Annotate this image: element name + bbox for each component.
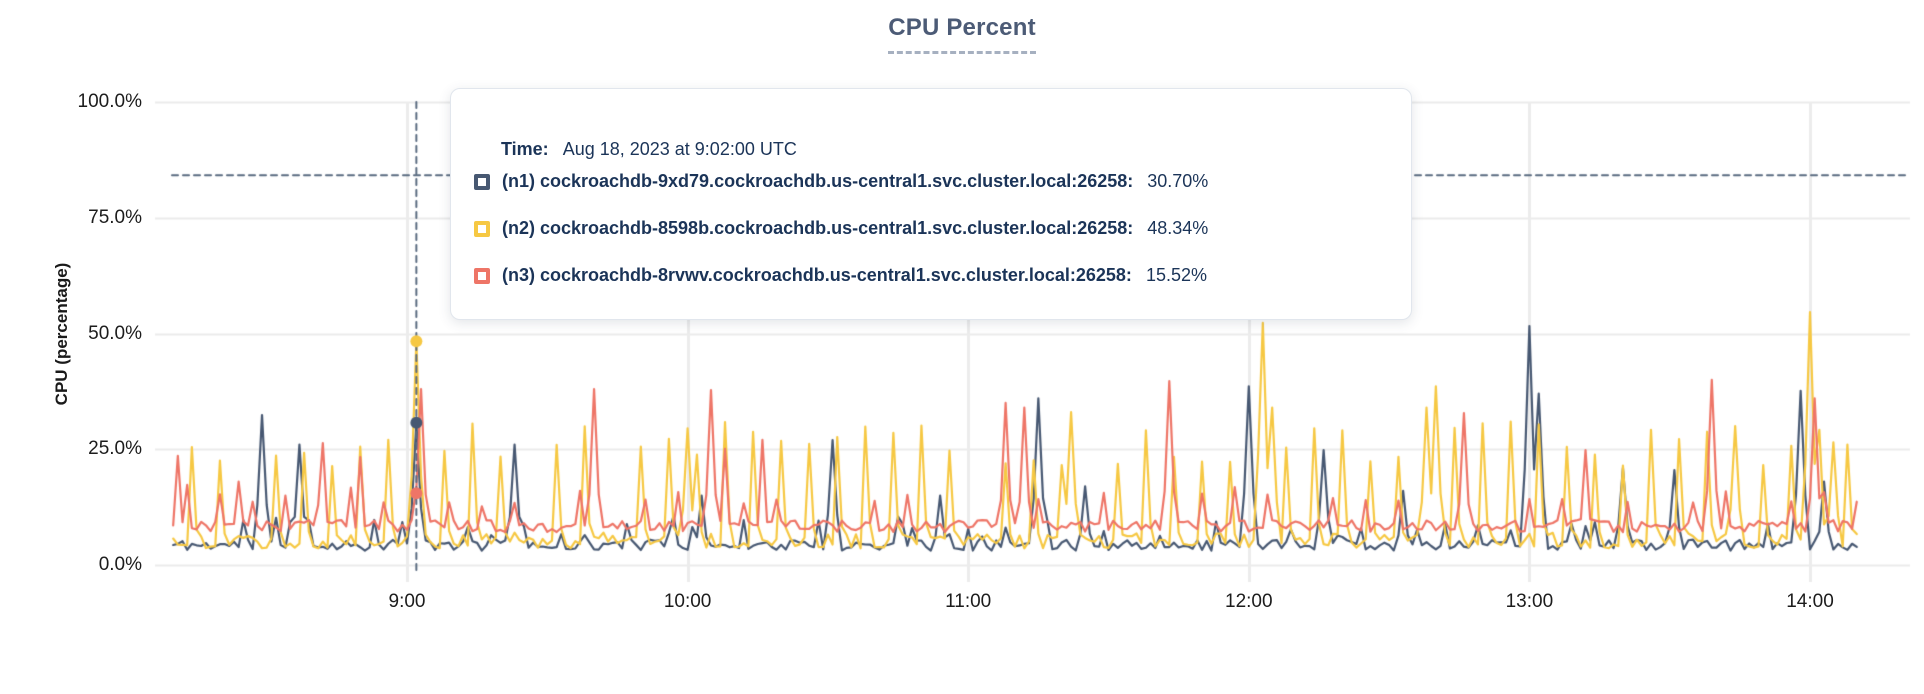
series-n2-label: (n2) cockroachdb-8598b.cockroachdb.us-ce… <box>502 218 1134 238</box>
y-tick-label: 0.0% <box>98 554 142 575</box>
x-tick-label: 11:00 <box>945 591 992 612</box>
tooltip-series-row: (n1) cockroachdb-9xd79.cockroachdb.us-ce… <box>474 170 1411 193</box>
tooltip-series-row: (n3) cockroachdb-8rvwv.cockroachdb.us-ce… <box>474 264 1411 287</box>
chart-title: CPU Percent <box>888 14 1036 54</box>
y-axis-ticks: 100.0% 75.0% 50.0% 25.0% 0.0% <box>0 0 148 694</box>
chart-title-wrap: CPU Percent <box>0 14 1924 54</box>
series-n3-label: (n3) cockroachdb-8rvwv.cockroachdb.us-ce… <box>502 265 1132 285</box>
y-tick-label: 25.0% <box>88 438 142 460</box>
tooltip-time-value: Aug 18, 2023 at 9:02:00 UTC <box>562 139 797 159</box>
series-n1-label: (n1) cockroachdb-9xd79.cockroachdb.us-ce… <box>502 171 1134 191</box>
tooltip-series-row: (n2) cockroachdb-8598b.cockroachdb.us-ce… <box>474 217 1411 240</box>
series-n2-swatch-icon <box>474 220 490 237</box>
series-n3-value: 15.52% <box>1145 265 1207 285</box>
tooltip-time-row: Time: Aug 18, 2023 at 9:02:00 UTC <box>501 138 1411 161</box>
x-tick-label: 13:00 <box>1505 591 1554 612</box>
y-tick-label: 75.0% <box>88 206 142 228</box>
y-tick-label: 100.0% <box>77 91 142 112</box>
x-tick-label: 14:00 <box>1786 591 1834 612</box>
x-tick-label: 12:00 <box>1225 591 1273 612</box>
x-tick-label: 9:00 <box>388 591 426 612</box>
series-n2-value: 48.34% <box>1147 218 1209 238</box>
x-tick-label: 10:00 <box>663 591 712 612</box>
tooltip-time-label: Time: <box>501 139 549 159</box>
hover-tooltip: Time: Aug 18, 2023 at 9:02:00 UTC (n1) co… <box>450 88 1412 320</box>
series-n1-value: 30.70% <box>1147 171 1209 191</box>
series-n3-swatch-icon <box>474 267 490 284</box>
y-tick-label: 50.0% <box>88 322 142 344</box>
series-n1-swatch-icon <box>474 173 490 190</box>
